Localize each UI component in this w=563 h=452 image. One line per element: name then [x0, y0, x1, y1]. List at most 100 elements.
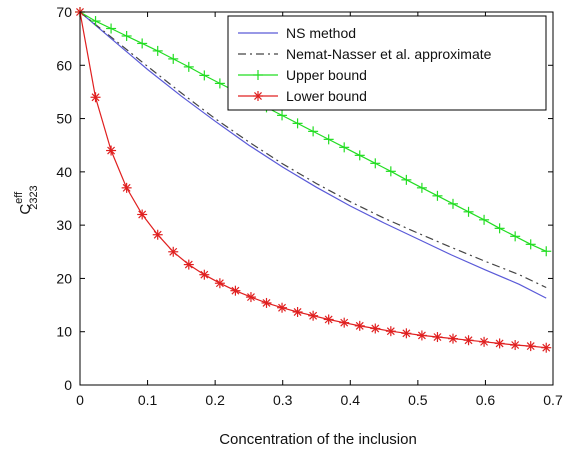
plot-frame [79, 11, 554, 386]
star-marker [525, 341, 536, 352]
star-marker [253, 91, 263, 101]
series-line [79, 11, 547, 289]
star-marker [214, 278, 225, 289]
star-marker [121, 182, 132, 193]
marker-stroke [480, 337, 489, 346]
y-tick-label: 10 [56, 324, 72, 340]
legend-label: Nemat-Nasser et al. approximate [286, 46, 492, 62]
star-marker [199, 269, 210, 280]
marker-stroke [184, 260, 193, 269]
x-axis-label: Concentration of the inclusion [219, 431, 417, 448]
marker-stroke [340, 318, 349, 327]
legend-item-1: Nemat-Nasser et al. approximate [238, 46, 492, 62]
star-marker [90, 92, 101, 103]
plus-marker [292, 118, 303, 129]
series-3 [75, 7, 552, 353]
star-marker [137, 209, 148, 220]
plus-marker [308, 126, 319, 137]
star-marker [277, 302, 288, 313]
y-tick-label: 70 [56, 4, 72, 20]
ticks-layer: 0 0.1 0.2 0.3 0.4 0.5 0.6 0.7 0 10 20 30 40 50 60 70 [56, 4, 563, 408]
y-axis-label-main: C [17, 204, 34, 215]
plus-marker [183, 61, 194, 72]
plus-marker [385, 166, 396, 177]
plus-marker [354, 150, 365, 161]
y-tick-label: 30 [56, 217, 72, 233]
legend-label: Lower bound [286, 88, 367, 104]
plus-marker [253, 70, 263, 80]
star-marker [339, 317, 350, 328]
marker-stroke [511, 341, 520, 349]
x-tick-label: 0.5 [408, 392, 428, 408]
legend-items: NS method Nemat-Nasser et al. approximate… [238, 25, 492, 104]
star-marker [432, 332, 443, 343]
marker-stroke [262, 298, 271, 307]
series-0 [79, 11, 547, 299]
marker-stroke [169, 247, 178, 256]
series-layer [75, 7, 552, 353]
plus-marker [541, 246, 552, 257]
marker-stroke [122, 183, 131, 192]
marker-stroke [91, 93, 100, 102]
marker-stroke [200, 270, 209, 279]
marker-stroke [355, 321, 364, 330]
x-tick-label: 0.3 [273, 392, 293, 408]
series-2 [75, 7, 552, 257]
x-tick-label: 0.4 [341, 392, 361, 408]
star-marker [230, 285, 241, 296]
marker-stroke [278, 303, 286, 312]
marker-stroke [449, 334, 457, 343]
marker-stroke [526, 342, 535, 351]
plus-marker [199, 70, 210, 81]
plus-marker [277, 110, 288, 121]
marker-stroke [254, 92, 262, 100]
y-tick-label: 60 [56, 57, 72, 73]
legend-item-0: NS method [238, 25, 356, 41]
series-line [79, 11, 547, 299]
star-marker [245, 292, 256, 303]
marker-stroke [402, 329, 411, 338]
plus-marker [370, 158, 381, 169]
y-tick-label: 0 [64, 377, 72, 393]
plus-marker [401, 174, 412, 185]
plus-marker [463, 206, 474, 217]
star-marker [370, 323, 381, 334]
star-marker [463, 335, 474, 346]
y-axis-label: Ceff 2323 [13, 185, 40, 214]
star-marker [152, 229, 163, 240]
marker-stroke [417, 331, 426, 340]
x-tick-label: 0.6 [476, 392, 496, 408]
marker-stroke [542, 343, 551, 352]
star-marker [494, 338, 505, 349]
marker-stroke [386, 327, 395, 336]
plus-marker [525, 239, 536, 250]
marker-stroke [231, 286, 240, 295]
star-marker [479, 336, 490, 347]
y-tick-label: 40 [56, 164, 72, 180]
star-marker [308, 310, 319, 321]
star-marker [354, 320, 365, 331]
y-tick-label: 50 [56, 111, 72, 127]
y-axis-label-sup: eff [13, 191, 25, 204]
star-marker [401, 328, 412, 339]
legend-label: NS method [286, 25, 356, 41]
x-tick-label: 0.7 [543, 392, 563, 408]
series-1 [79, 11, 547, 289]
plus-marker [339, 142, 350, 153]
plus-marker [168, 53, 179, 64]
plus-marker [214, 78, 225, 89]
plus-marker [479, 214, 490, 225]
marker-stroke [246, 293, 255, 302]
marker-stroke [138, 210, 147, 219]
legend-item-2: Upper bound [238, 67, 367, 83]
star-marker [541, 342, 552, 353]
y-tick-label: 20 [56, 270, 72, 286]
star-marker [447, 333, 458, 344]
plus-marker [494, 223, 505, 234]
y-axis-label-text: Ceff 2323 [13, 185, 40, 214]
plus-marker [152, 45, 163, 56]
legend-box [227, 15, 547, 111]
marker-stroke [215, 279, 224, 288]
marker-stroke [107, 146, 116, 155]
x-tick-label: 0 [76, 392, 84, 408]
